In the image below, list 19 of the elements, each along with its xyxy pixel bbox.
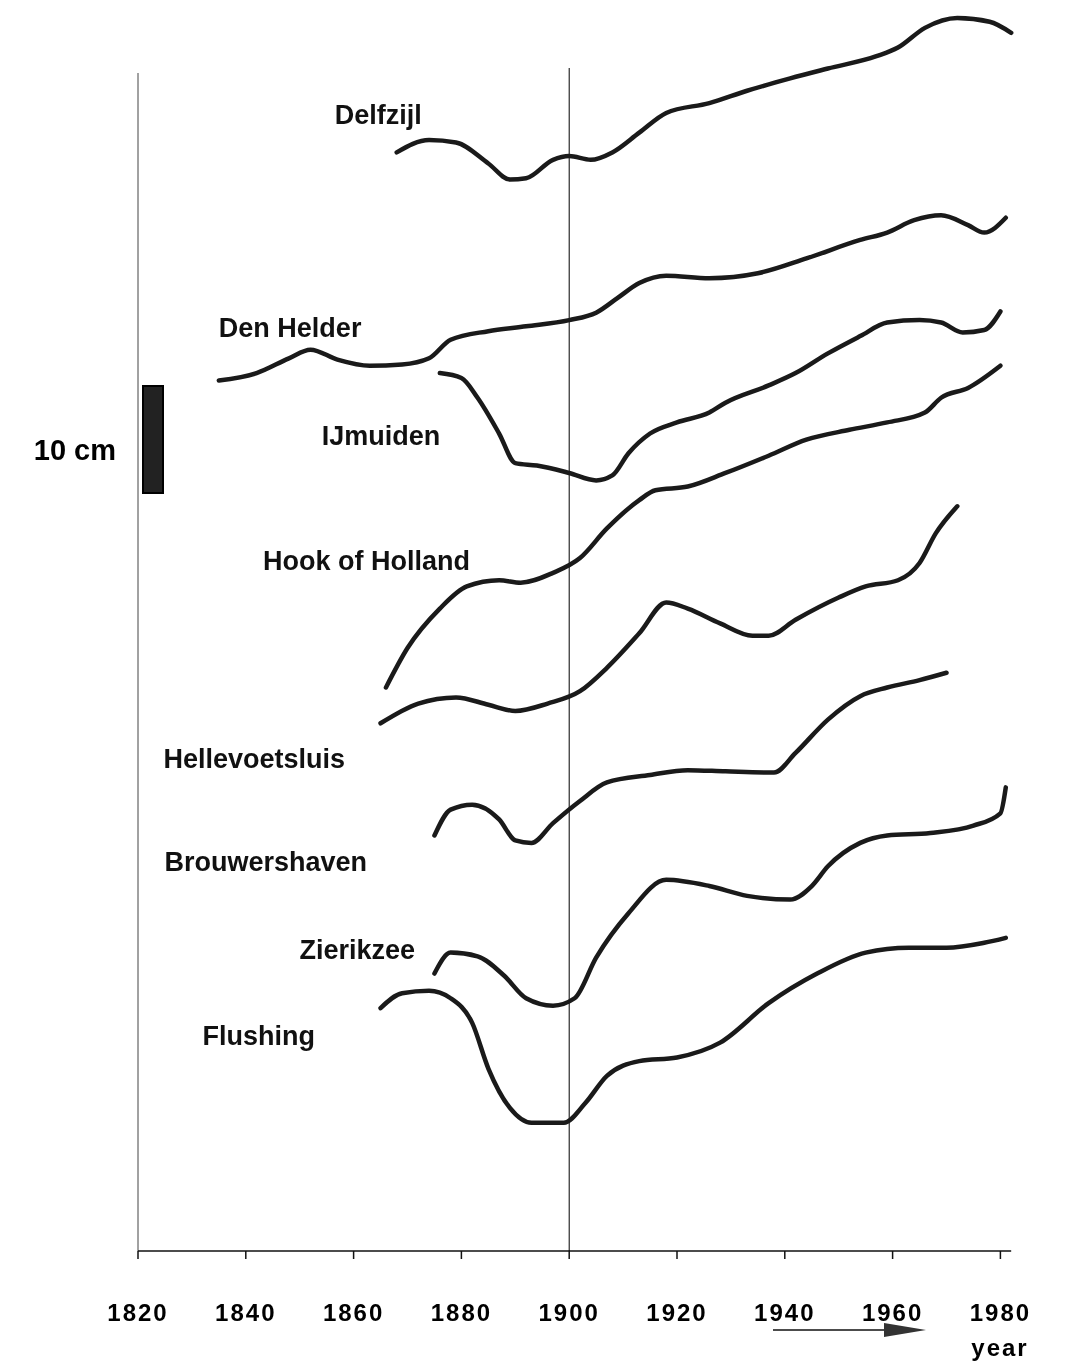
x-tick-label: 1980 bbox=[969, 1299, 1032, 1326]
series-label: Den Helder bbox=[218, 312, 362, 343]
text: Brouwershaven bbox=[164, 847, 368, 878]
x-tick-label: 1840 bbox=[215, 1299, 277, 1326]
series-label: Hellevoetsluis bbox=[163, 744, 346, 775]
series-label: IJmuiden bbox=[321, 421, 441, 452]
x-tick-label: 1860 bbox=[322, 1299, 385, 1326]
series-label: Hook of Holland bbox=[262, 545, 470, 576]
x-tick-label: 1960 bbox=[861, 1299, 924, 1326]
x-tick-label: 1880 bbox=[430, 1299, 493, 1326]
x-tick-label: 1940 bbox=[754, 1299, 816, 1326]
series-label: Delfzijl bbox=[334, 100, 422, 131]
x-tick-label: 1900 bbox=[538, 1299, 600, 1326]
x-tick-label: 1820 bbox=[107, 1299, 169, 1326]
series-label: Zierikzee bbox=[299, 934, 416, 965]
text: Flushing bbox=[202, 1021, 316, 1052]
x-tick-label: 1920 bbox=[646, 1299, 708, 1326]
x-axis-title: year bbox=[971, 1334, 1029, 1361]
text: 10 cm bbox=[33, 434, 116, 466]
